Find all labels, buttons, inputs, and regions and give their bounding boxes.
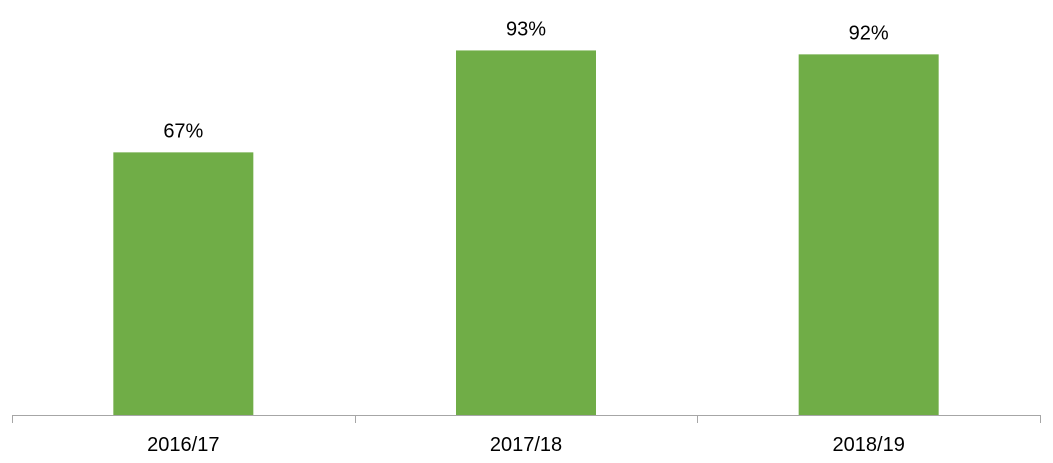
x-tick-label-2016-17: 2016/17 — [147, 434, 219, 456]
x-tick-label-2017-18: 2017/18 — [490, 434, 562, 456]
data-label-2016-17: 67% — [163, 120, 203, 142]
x-tick-label-2018-19: 2018/19 — [833, 434, 905, 456]
data-label-2017-18: 93% — [506, 18, 546, 40]
bar-2017-18 — [456, 50, 596, 415]
bars-group — [113, 50, 939, 416]
x-axis-tick-labels-group: 2016/17 2017/18 2018/19 — [147, 434, 905, 456]
x-axis-ticks-group — [12, 415, 1041, 423]
data-labels-group: 67% 93% 92% — [163, 18, 889, 142]
bar-2016-17 — [113, 152, 254, 416]
bar-2018-19 — [798, 54, 939, 416]
data-label-2018-19: 92% — [849, 22, 889, 44]
